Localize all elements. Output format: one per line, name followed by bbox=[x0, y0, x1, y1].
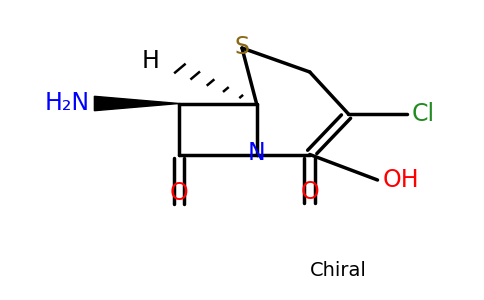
Text: S: S bbox=[235, 34, 249, 58]
Text: N: N bbox=[248, 141, 265, 165]
Text: H₂N: H₂N bbox=[45, 92, 90, 116]
Text: H: H bbox=[142, 50, 160, 74]
Polygon shape bbox=[94, 96, 179, 111]
Text: Cl: Cl bbox=[411, 102, 435, 126]
Text: O: O bbox=[301, 180, 319, 204]
Text: O: O bbox=[170, 182, 188, 206]
Text: Chiral: Chiral bbox=[310, 260, 367, 280]
Text: OH: OH bbox=[382, 168, 419, 192]
